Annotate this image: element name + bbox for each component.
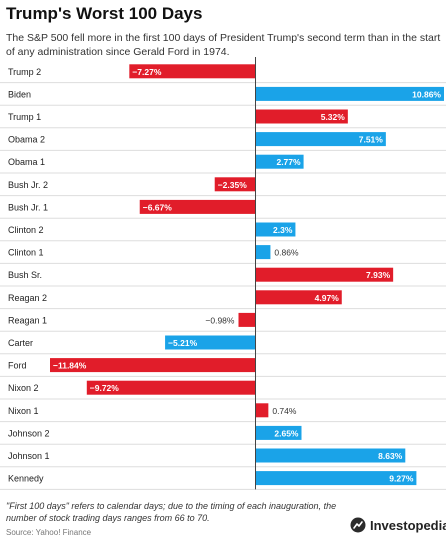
category-label: Clinton 1 [8,248,44,258]
bar [255,471,417,486]
value-label: 10.86% [412,89,441,99]
value-label: 0.74% [272,406,297,416]
investopedia-logo-icon [350,517,366,533]
bar [255,290,342,305]
bar [255,109,348,124]
bar [255,425,302,440]
bar [214,177,256,192]
bar [86,380,256,395]
category-label: Biden [8,89,31,99]
bar [255,154,304,169]
bar [255,86,444,101]
category-label: Trump 2 [8,67,41,77]
value-label: 9.27% [389,474,414,484]
bar [255,132,386,147]
value-label: −9.72% [90,383,120,393]
value-label: 5.32% [321,112,346,122]
category-label: Bush Jr. 2 [8,180,48,190]
bar [255,245,271,260]
bar [255,448,406,463]
value-label: 2.3% [273,225,293,235]
bar [129,64,256,79]
value-label: 2.65% [274,428,299,438]
category-label: Bush Sr. [8,270,42,280]
bar [50,358,256,373]
value-label: 4.97% [315,293,340,303]
value-label: 7.51% [359,135,384,145]
footnote: "First 100 days" refers to calendar days… [6,501,337,523]
category-label: Kennedy [8,474,44,484]
value-label: −11.84% [53,361,87,371]
category-label: Clinton 2 [8,225,44,235]
value-label: −5.21% [168,338,198,348]
bar [139,199,256,214]
value-label: 8.63% [378,451,403,461]
category-label: Obama 1 [8,157,45,167]
category-label: Bush Jr. 1 [8,202,48,212]
value-label: 2.77% [276,157,301,167]
brand-name: Investopedia [370,517,446,533]
value-label: −6.67% [143,202,173,212]
value-label: −7.27% [132,67,162,77]
value-label: 0.86% [274,248,299,258]
value-label: −2.35% [218,180,248,190]
category-label: Nixon 2 [8,383,39,393]
bar-chart: Trump 2 −7.27% Biden 10.86% Trump 1 5.32% Obam… [0,57,446,490]
brand-logo: Investopedia [350,517,446,533]
category-label: Johnson 1 [8,451,50,461]
category-label: Carter [8,338,33,348]
bar [238,312,256,327]
category-label: Reagan 1 [8,315,47,325]
bar [255,267,394,282]
category-label: Johnson 2 [8,428,50,438]
source-note: Source: Yahoo! Finance [6,528,92,537]
category-label: Reagan 2 [8,293,47,303]
bar [255,403,269,418]
chart-subtitle: The S&P 500 fell more in the first 100 d… [6,32,441,58]
category-label: Ford [8,361,27,371]
value-label: −0.98% [205,315,235,325]
category-label: Trump 1 [8,112,41,122]
bar [255,222,296,237]
category-label: Obama 2 [8,135,45,145]
value-label: 7.93% [366,270,391,280]
category-label: Nixon 1 [8,406,39,416]
bar [165,335,256,350]
chart-title: Trump's Worst 100 Days [6,4,203,23]
